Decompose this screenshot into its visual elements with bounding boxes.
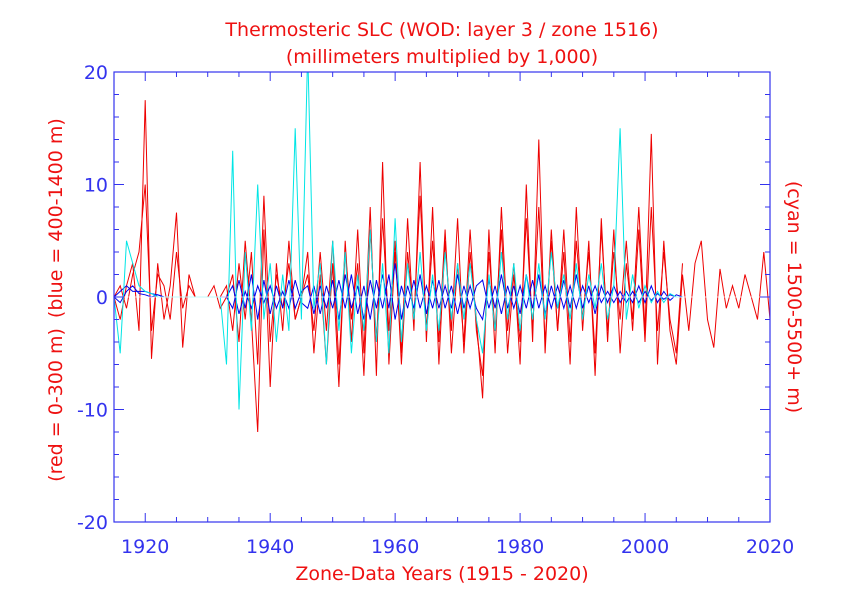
x-tick-label: 1920 xyxy=(121,536,169,558)
x-tick-label: 1940 xyxy=(246,536,294,558)
y-tick-label: -10 xyxy=(77,400,108,422)
y-tick-label: -20 xyxy=(77,512,108,534)
y-tick-label: 0 xyxy=(96,287,108,309)
chart-subtitle: (millimeters multiplied by 1,000) xyxy=(286,46,598,68)
y-axis-label-left: (red = 0-300 m) (blue = 400-1400 m) xyxy=(45,118,67,482)
y-label-blue: (blue = 400-1400 m) xyxy=(45,118,67,318)
x-tick-label: 1960 xyxy=(371,536,419,558)
y-tick-label: 20 xyxy=(84,62,108,84)
y-tick-label: 10 xyxy=(84,175,108,197)
y-axis: -20 -10 0 10 20 xyxy=(77,62,770,534)
x-axis: 1920 1940 1960 1980 2000 2020 xyxy=(113,72,794,558)
y-axis-label-right: (cyan = 1500-5500+ m) xyxy=(783,181,805,413)
x-tick-label: 2000 xyxy=(621,536,669,558)
series-line-red-0 xyxy=(114,100,770,433)
plot-lines xyxy=(114,72,770,433)
x-axis-label: Zone-Data Years (1915 - 2020) xyxy=(295,563,588,585)
x-tick-label: 1980 xyxy=(496,536,544,558)
y-label-red: (red = 0-300 m) xyxy=(45,328,67,482)
x-tick-label: 2020 xyxy=(746,536,794,558)
chart-title: Thermosteric SLC (WOD: layer 3 / zone 15… xyxy=(224,19,658,41)
series-line-cyan-4 xyxy=(114,72,683,410)
